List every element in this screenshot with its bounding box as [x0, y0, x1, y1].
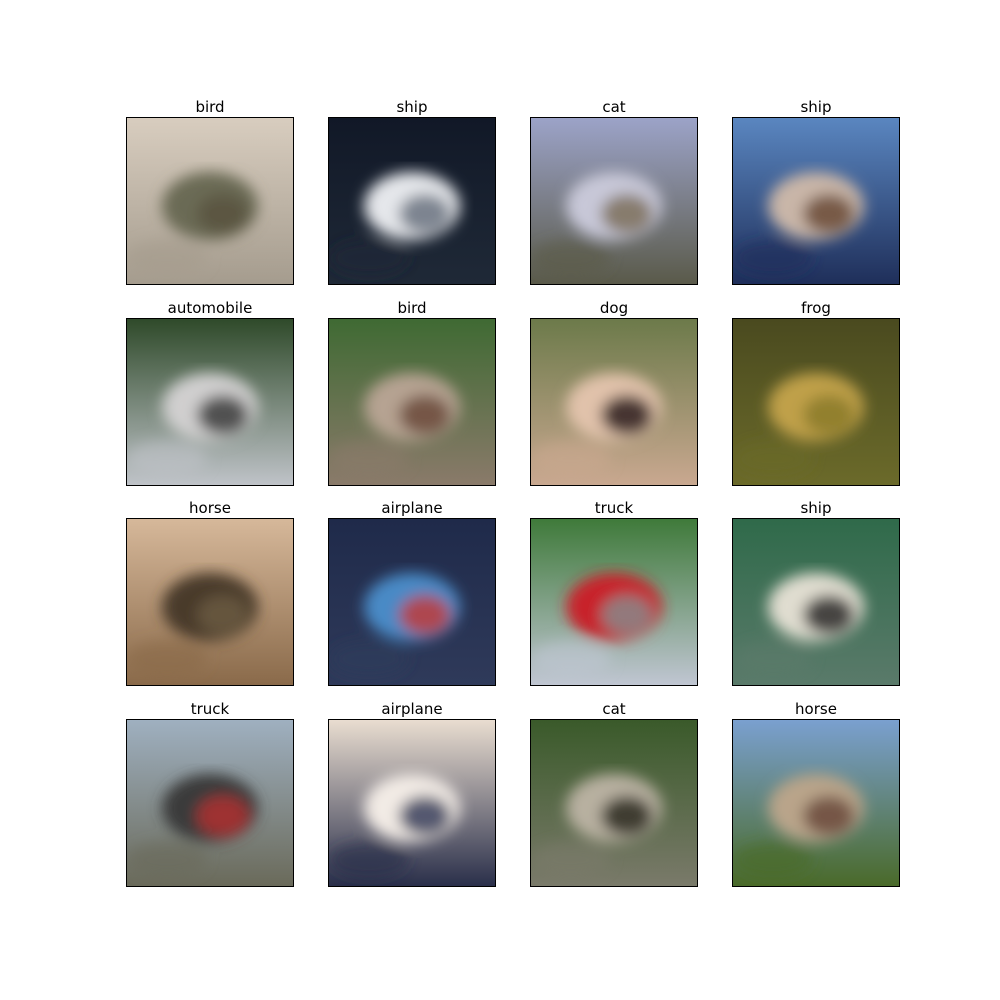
sample-image — [732, 518, 900, 686]
image-cell: horse — [732, 699, 900, 899]
sample-image — [732, 719, 900, 887]
sample-image — [732, 117, 900, 285]
image-cell: cat — [530, 699, 698, 899]
image-cell: bird — [126, 97, 294, 297]
image-label: airplane — [381, 700, 443, 718]
image-cell: airplane — [328, 699, 496, 899]
sample-image — [328, 518, 496, 686]
sample-image — [328, 318, 496, 486]
sample-image — [530, 719, 698, 887]
image-label: horse — [795, 700, 837, 718]
image-cell: ship — [328, 97, 496, 297]
image-cell: truck — [126, 699, 294, 899]
image-label: cat — [602, 98, 626, 116]
image-cell: bird — [328, 298, 496, 498]
image-label: ship — [800, 499, 832, 517]
sample-image — [530, 518, 698, 686]
sample-image — [126, 117, 294, 285]
sample-image — [126, 719, 294, 887]
sample-image — [530, 318, 698, 486]
sample-image — [126, 518, 294, 686]
image-label: ship — [800, 98, 832, 116]
image-label: truck — [190, 700, 230, 718]
image-cell: horse — [126, 498, 294, 698]
image-label: ship — [396, 98, 428, 116]
image-label: frog — [801, 299, 831, 317]
image-cell: truck — [530, 498, 698, 698]
image-label: bird — [195, 98, 225, 116]
sample-image — [328, 117, 496, 285]
sample-image — [732, 318, 900, 486]
image-cell: ship — [732, 498, 900, 698]
sample-image — [530, 117, 698, 285]
image-label: airplane — [381, 499, 443, 517]
image-cell: airplane — [328, 498, 496, 698]
image-cell: dog — [530, 298, 698, 498]
image-cell: automobile — [126, 298, 294, 498]
image-label: automobile — [167, 299, 253, 317]
image-label: dog — [599, 299, 629, 317]
image-cell: cat — [530, 97, 698, 297]
sample-image — [328, 719, 496, 887]
image-cell: ship — [732, 97, 900, 297]
image-label: bird — [397, 299, 427, 317]
image-cell: frog — [732, 298, 900, 498]
sample-image — [126, 318, 294, 486]
image-label: truck — [594, 499, 634, 517]
image-label: horse — [189, 499, 231, 517]
image-label: cat — [602, 700, 626, 718]
